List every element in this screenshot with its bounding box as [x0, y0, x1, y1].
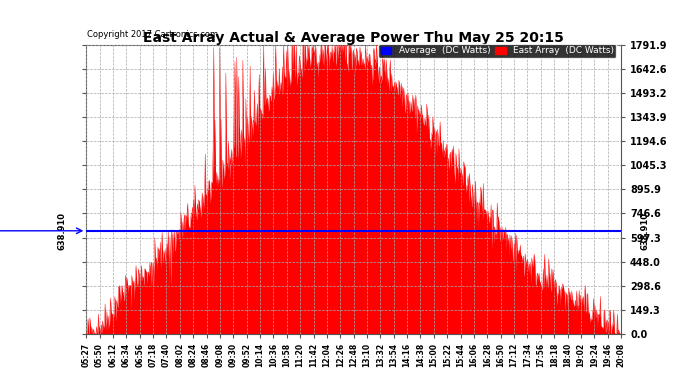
- Legend: Average  (DC Watts), East Array  (DC Watts): Average (DC Watts), East Array (DC Watts…: [378, 44, 616, 58]
- Text: 638.910: 638.910: [58, 212, 67, 250]
- Text: 638.910: 638.910: [640, 212, 649, 250]
- Text: Copyright 2017 Cartronics.com: Copyright 2017 Cartronics.com: [87, 30, 218, 39]
- Title: East Array Actual & Average Power Thu May 25 20:15: East Array Actual & Average Power Thu Ma…: [144, 31, 564, 45]
